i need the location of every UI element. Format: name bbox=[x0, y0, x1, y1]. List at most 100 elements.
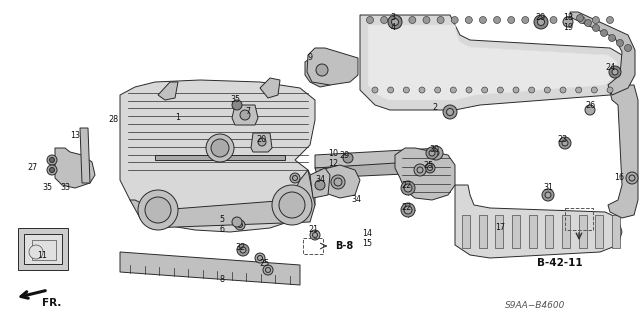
Circle shape bbox=[49, 167, 54, 173]
Circle shape bbox=[426, 147, 438, 159]
Circle shape bbox=[451, 87, 456, 93]
Circle shape bbox=[395, 17, 402, 24]
Text: 21: 21 bbox=[308, 226, 318, 234]
Polygon shape bbox=[495, 215, 503, 248]
Circle shape bbox=[240, 110, 250, 120]
Polygon shape bbox=[251, 133, 272, 152]
Circle shape bbox=[522, 17, 529, 24]
Circle shape bbox=[536, 17, 543, 24]
Circle shape bbox=[545, 192, 551, 198]
Circle shape bbox=[564, 17, 571, 24]
Circle shape bbox=[138, 190, 178, 230]
Circle shape bbox=[404, 184, 412, 192]
Circle shape bbox=[560, 87, 566, 93]
Circle shape bbox=[367, 17, 374, 24]
Text: 25: 25 bbox=[259, 258, 269, 268]
Polygon shape bbox=[529, 215, 537, 248]
Polygon shape bbox=[315, 160, 448, 178]
Circle shape bbox=[266, 268, 271, 272]
Circle shape bbox=[607, 87, 613, 93]
Text: 22: 22 bbox=[401, 204, 411, 212]
Polygon shape bbox=[315, 148, 442, 168]
Polygon shape bbox=[608, 85, 638, 218]
Circle shape bbox=[593, 17, 600, 24]
Text: 34: 34 bbox=[351, 196, 361, 204]
Circle shape bbox=[315, 180, 325, 190]
Circle shape bbox=[591, 87, 597, 93]
Circle shape bbox=[211, 139, 229, 157]
Circle shape bbox=[529, 87, 534, 93]
Text: 31: 31 bbox=[543, 183, 553, 192]
Circle shape bbox=[343, 153, 353, 163]
Text: 29: 29 bbox=[340, 151, 350, 160]
Text: S9AA−B4600: S9AA−B4600 bbox=[505, 300, 565, 309]
Circle shape bbox=[272, 185, 312, 225]
Circle shape bbox=[584, 19, 591, 26]
Polygon shape bbox=[32, 240, 56, 260]
Text: 17: 17 bbox=[495, 222, 505, 232]
Circle shape bbox=[482, 87, 488, 93]
Polygon shape bbox=[24, 234, 62, 264]
Polygon shape bbox=[579, 215, 587, 248]
Text: 19: 19 bbox=[563, 23, 573, 32]
Polygon shape bbox=[318, 165, 360, 198]
Circle shape bbox=[542, 189, 554, 201]
Circle shape bbox=[334, 178, 342, 186]
Text: 18: 18 bbox=[563, 13, 573, 23]
Polygon shape bbox=[232, 105, 258, 125]
Circle shape bbox=[49, 158, 54, 162]
Text: 35: 35 bbox=[230, 95, 240, 105]
Circle shape bbox=[423, 17, 430, 24]
Circle shape bbox=[401, 181, 415, 195]
Polygon shape bbox=[570, 12, 635, 95]
Text: 12: 12 bbox=[328, 159, 338, 167]
Text: 2: 2 bbox=[433, 103, 438, 113]
Polygon shape bbox=[455, 185, 622, 258]
Text: 10: 10 bbox=[328, 149, 338, 158]
Text: 35: 35 bbox=[42, 183, 52, 192]
Circle shape bbox=[493, 17, 500, 24]
Polygon shape bbox=[158, 82, 178, 100]
Circle shape bbox=[433, 150, 439, 156]
Circle shape bbox=[609, 34, 616, 41]
Text: B-8: B-8 bbox=[335, 241, 353, 251]
Text: 20: 20 bbox=[256, 136, 266, 145]
Text: 26: 26 bbox=[585, 100, 595, 109]
Circle shape bbox=[381, 17, 388, 24]
Circle shape bbox=[585, 105, 595, 115]
Text: 24: 24 bbox=[605, 63, 615, 72]
Text: 29: 29 bbox=[536, 13, 546, 23]
Circle shape bbox=[310, 230, 320, 240]
Circle shape bbox=[562, 140, 568, 146]
Circle shape bbox=[609, 66, 621, 78]
Text: B-42-11: B-42-11 bbox=[537, 258, 583, 268]
Text: 30: 30 bbox=[429, 145, 439, 154]
Circle shape bbox=[279, 192, 305, 218]
Circle shape bbox=[232, 217, 242, 227]
Circle shape bbox=[435, 87, 441, 93]
Polygon shape bbox=[307, 48, 358, 85]
Circle shape bbox=[465, 17, 472, 24]
Polygon shape bbox=[612, 215, 620, 248]
Circle shape bbox=[625, 44, 632, 51]
Polygon shape bbox=[120, 252, 300, 285]
Polygon shape bbox=[130, 170, 315, 228]
Text: 1: 1 bbox=[175, 114, 180, 122]
Circle shape bbox=[29, 245, 43, 259]
Circle shape bbox=[331, 175, 345, 189]
Circle shape bbox=[388, 15, 402, 29]
Circle shape bbox=[292, 175, 298, 181]
Circle shape bbox=[534, 15, 548, 29]
Circle shape bbox=[316, 64, 328, 76]
Circle shape bbox=[479, 17, 486, 24]
Circle shape bbox=[626, 172, 638, 184]
Text: 23: 23 bbox=[557, 136, 567, 145]
Circle shape bbox=[550, 17, 557, 24]
Bar bbox=[565, 208, 593, 230]
Circle shape bbox=[607, 17, 614, 24]
Text: 32: 32 bbox=[235, 243, 245, 253]
Polygon shape bbox=[479, 215, 486, 248]
Circle shape bbox=[257, 256, 262, 261]
Circle shape bbox=[629, 175, 635, 181]
Polygon shape bbox=[545, 215, 554, 248]
